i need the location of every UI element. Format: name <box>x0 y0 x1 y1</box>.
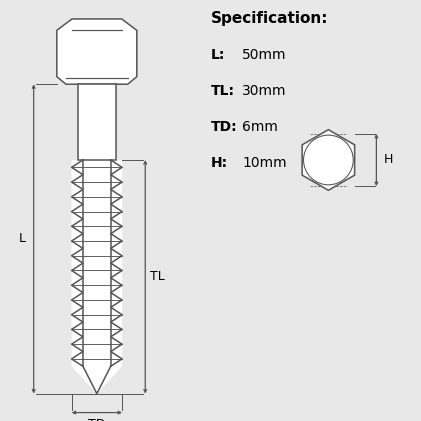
Text: 6mm: 6mm <box>242 120 278 134</box>
Text: Specification:: Specification: <box>210 11 328 26</box>
Text: 50mm: 50mm <box>242 48 287 62</box>
Text: H: H <box>384 154 393 166</box>
Text: TL:: TL: <box>210 84 234 98</box>
Polygon shape <box>57 19 137 84</box>
Text: 30mm: 30mm <box>242 84 287 98</box>
Text: H:: H: <box>210 156 228 170</box>
Polygon shape <box>302 130 354 190</box>
Polygon shape <box>72 160 122 394</box>
Text: TL: TL <box>149 270 165 283</box>
Text: L: L <box>19 232 25 245</box>
Text: 10mm: 10mm <box>242 156 287 170</box>
Polygon shape <box>78 84 116 160</box>
Text: L:: L: <box>210 48 225 62</box>
Text: TD:: TD: <box>210 120 237 134</box>
Text: TD: TD <box>88 418 106 421</box>
